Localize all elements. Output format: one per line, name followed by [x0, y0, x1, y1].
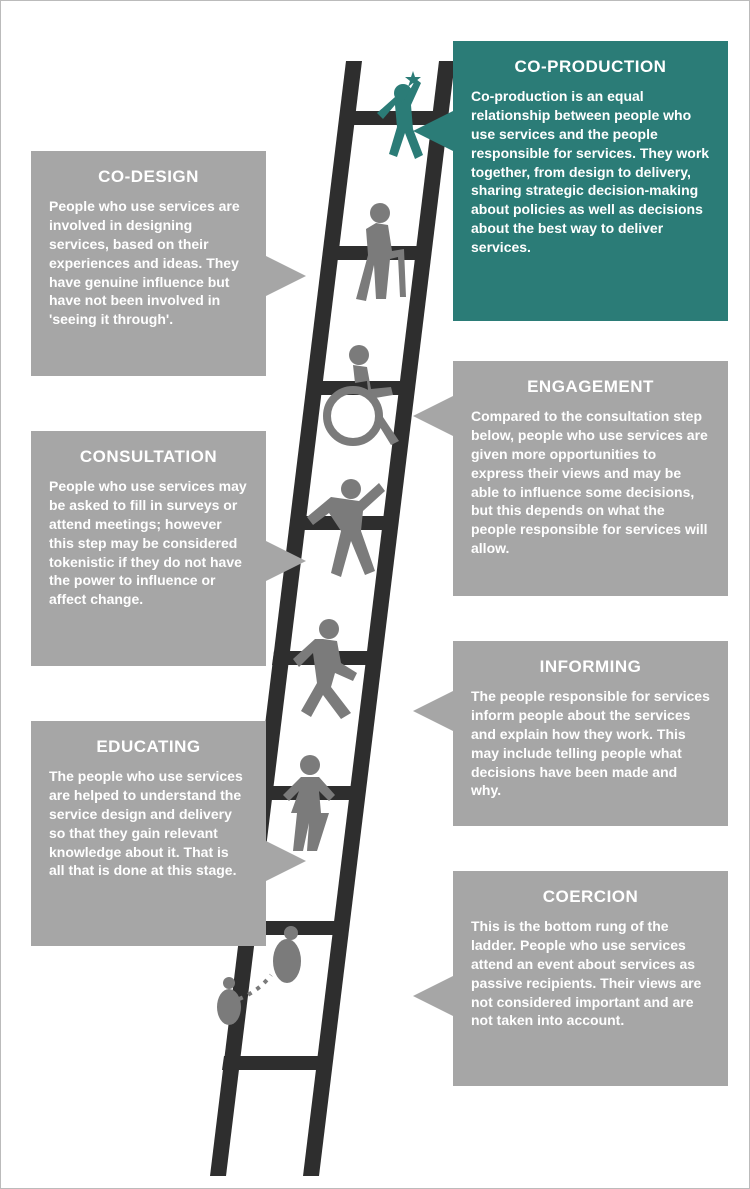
pointer-codesign	[266, 256, 306, 296]
callout-title-codesign: CO-DESIGN	[49, 167, 248, 187]
figure-wheelchair-icon	[313, 341, 413, 451]
callout-consultation: CONSULTATION People who use services may …	[31, 431, 266, 666]
figure-kneeling-icon	[281, 613, 376, 723]
callout-codesign: CO-DESIGN People who use services are inv…	[31, 151, 266, 376]
callout-body-coercion: This is the bottom rung of the ladder. P…	[471, 917, 710, 1030]
callout-body-educating: The people who use services are helped t…	[49, 767, 248, 880]
callout-educating: EDUCATING The people who use services are…	[31, 721, 266, 946]
callout-body-coproduction: Co-production is an equal relationship b…	[471, 87, 710, 257]
callout-informing: INFORMING The people responsible for serv…	[453, 641, 728, 826]
pointer-coproduction	[413, 111, 453, 151]
pointer-consultation	[266, 541, 306, 581]
callout-coercion: COERCION This is the bottom rung of the l…	[453, 871, 728, 1086]
callout-title-coercion: COERCION	[471, 887, 710, 907]
callout-title-informing: INFORMING	[471, 657, 710, 677]
callout-body-informing: The people responsible for services info…	[471, 687, 710, 800]
callout-body-engagement: Compared to the consultation step below,…	[471, 407, 710, 558]
callout-coproduction: CO-PRODUCTION Co-production is an equal r…	[453, 41, 728, 321]
pointer-engagement	[413, 396, 453, 436]
callout-body-codesign: People who use services are involved in …	[49, 197, 248, 329]
pointer-informing	[413, 691, 453, 731]
figure-climbing-icon	[301, 473, 396, 588]
callout-engagement: ENGAGEMENT Compared to the consultation s…	[453, 361, 728, 596]
callout-title-educating: EDUCATING	[49, 737, 248, 757]
figure-walking-cane-icon	[336, 199, 426, 309]
pointer-coercion	[413, 976, 453, 1016]
callout-title-engagement: ENGAGEMENT	[471, 377, 710, 397]
callout-body-consultation: People who use services may be asked to …	[49, 477, 248, 609]
callout-title-coproduction: CO-PRODUCTION	[471, 57, 710, 77]
callout-title-consultation: CONSULTATION	[49, 447, 248, 467]
pointer-educating	[266, 841, 306, 881]
